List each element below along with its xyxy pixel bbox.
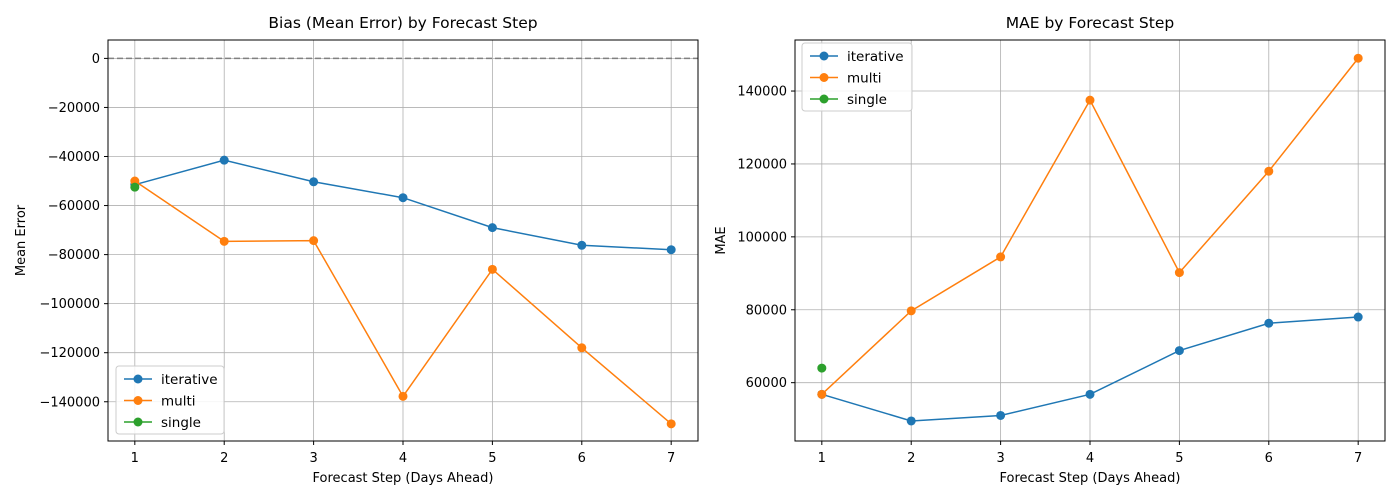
data-point-iterative bbox=[1174, 346, 1184, 356]
legend-swatch-marker bbox=[819, 73, 829, 82]
chart-panel-2: 1 2 3 4 5 6 7 60000 80000 100000 120000 140000 MAE b… bbox=[714, 14, 1386, 486]
y-tick-label: 0 bbox=[92, 52, 100, 67]
x-tick-label: 4 bbox=[399, 451, 407, 466]
legend-box bbox=[801, 42, 913, 112]
legend: iterative multi single bbox=[801, 42, 913, 112]
y-tick-label: −20000 bbox=[48, 101, 100, 116]
x-tick-label: 1 bbox=[818, 451, 826, 466]
series-single bbox=[130, 182, 140, 192]
x-axis-label: Forecast Step (Days Ahead) bbox=[313, 471, 494, 486]
y-tick-label: −140000 bbox=[39, 395, 100, 410]
y-tick-label: 140000 bbox=[737, 85, 787, 100]
x-tick-label: 5 bbox=[488, 451, 496, 466]
data-point-iterative bbox=[996, 410, 1006, 420]
x-tick-label: 4 bbox=[1086, 451, 1094, 466]
data-point-single bbox=[817, 363, 827, 373]
gridlines bbox=[108, 40, 698, 441]
data-point-iterative bbox=[1353, 312, 1363, 322]
data-point-iterative bbox=[577, 240, 587, 250]
data-point-single bbox=[130, 182, 140, 192]
legend-item-multi: multi bbox=[810, 71, 882, 87]
x-tick-label: 6 bbox=[578, 451, 586, 466]
data-point-iterative bbox=[1085, 389, 1095, 399]
data-point-iterative bbox=[666, 245, 676, 255]
y-tick-label: 80000 bbox=[746, 303, 787, 318]
data-point-multi bbox=[666, 419, 676, 429]
x-tick-label: 3 bbox=[309, 451, 317, 466]
data-point-multi bbox=[1174, 268, 1184, 278]
x-tick-label: 2 bbox=[220, 451, 228, 466]
y-tick-label: −60000 bbox=[48, 199, 100, 214]
series-multi bbox=[817, 53, 1363, 399]
x-tick-label: 7 bbox=[667, 451, 675, 466]
data-point-iterative bbox=[219, 155, 229, 165]
data-point-multi bbox=[1264, 166, 1274, 176]
legend-swatch-marker bbox=[133, 417, 143, 427]
y-tick-label: −100000 bbox=[39, 297, 100, 312]
y-tick-label: 60000 bbox=[746, 376, 787, 391]
y-axis-label: MAE bbox=[714, 226, 729, 254]
y-tick-label: −40000 bbox=[48, 150, 100, 165]
data-point-iterative bbox=[398, 193, 408, 203]
chart-panel-1: 1 2 3 4 5 6 7 0 −20000 −40000 −60000 −80000 −100000 −… bbox=[14, 14, 699, 486]
data-point-multi bbox=[487, 264, 497, 274]
data-point-iterative bbox=[1264, 318, 1274, 328]
x-tick-label: 7 bbox=[1354, 451, 1362, 466]
legend-swatch-marker bbox=[133, 374, 143, 384]
legend-label: iterative bbox=[161, 372, 218, 388]
data-point-iterative bbox=[906, 416, 916, 426]
data-point-multi bbox=[817, 389, 827, 399]
data-point-multi bbox=[1353, 53, 1363, 63]
data-point-multi bbox=[906, 306, 916, 316]
y-tick-label: 120000 bbox=[737, 157, 787, 172]
data-point-multi bbox=[996, 252, 1006, 262]
legend-swatch-marker bbox=[133, 396, 143, 405]
legend-item-iterative: iterative bbox=[124, 372, 218, 388]
data-point-iterative bbox=[309, 177, 319, 187]
data-point-multi bbox=[577, 343, 587, 353]
chart-title: Bias (Mean Error) by Forecast Step bbox=[268, 14, 537, 32]
legend-swatch-marker bbox=[819, 94, 829, 104]
data-point-iterative bbox=[487, 223, 497, 233]
legend-label: multi bbox=[161, 394, 196, 410]
legend-item-single: single bbox=[810, 92, 887, 108]
data-point-multi bbox=[309, 236, 319, 246]
y-tick-label: −120000 bbox=[39, 346, 100, 361]
legend-label: single bbox=[161, 415, 201, 431]
data-point-multi bbox=[219, 236, 229, 246]
legend-label: iterative bbox=[847, 49, 904, 65]
data-point-multi bbox=[1085, 95, 1095, 105]
y-tick-label: 100000 bbox=[737, 230, 787, 245]
chart-title: MAE by Forecast Step bbox=[1006, 14, 1174, 32]
x-tick-label: 1 bbox=[131, 451, 139, 466]
legend-item-iterative: iterative bbox=[810, 49, 904, 65]
legend-item-single: single bbox=[124, 415, 201, 431]
series-single bbox=[817, 363, 827, 373]
x-tick-label: 2 bbox=[907, 451, 915, 466]
legend-label: single bbox=[847, 92, 887, 108]
legend-box bbox=[115, 365, 225, 435]
x-tick-label: 6 bbox=[1265, 451, 1273, 466]
legend-swatch-marker bbox=[819, 51, 829, 61]
y-axis-label: Mean Error bbox=[14, 204, 29, 276]
y-tick-label: −80000 bbox=[48, 248, 100, 263]
x-tick-label: 5 bbox=[1175, 451, 1183, 466]
legend: iterative multi single bbox=[115, 365, 225, 435]
data-point-multi bbox=[398, 391, 408, 401]
legend-item-multi: multi bbox=[124, 394, 196, 410]
x-tick-label: 3 bbox=[996, 451, 1004, 466]
legend-label: multi bbox=[847, 71, 882, 87]
x-axis-label: Forecast Step (Days Ahead) bbox=[1000, 471, 1181, 486]
